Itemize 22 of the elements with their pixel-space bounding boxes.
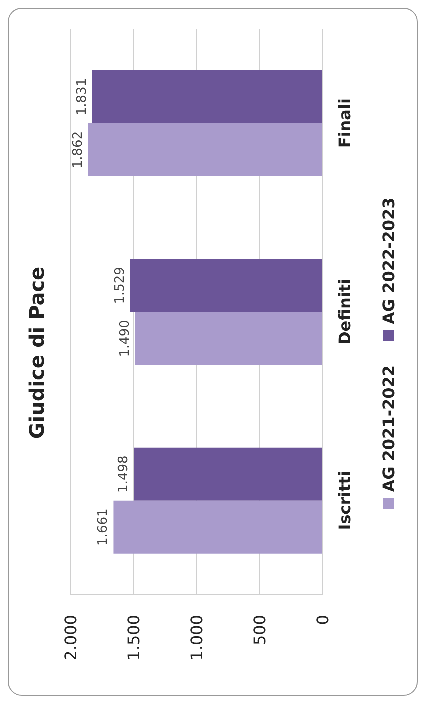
bar <box>134 448 323 501</box>
x-tick-label: 1.500 <box>124 615 144 661</box>
data-label: 1.831 <box>74 78 90 116</box>
data-label: 1.529 <box>112 267 128 304</box>
bar <box>92 70 323 124</box>
text: Giudice di Pace <box>25 266 49 440</box>
bar <box>130 259 323 312</box>
y-tick-label: Finali <box>336 98 354 148</box>
data-label: 1.490 <box>118 320 133 358</box>
text: AG 2021-2022 <box>380 365 398 492</box>
data-label: 1.498 <box>116 456 132 493</box>
bar <box>114 500 323 554</box>
x-tick-label: 0 <box>314 615 332 626</box>
data-label: 1.862 <box>70 131 86 169</box>
x-tick-label: 1.000 <box>188 615 206 661</box>
bar <box>88 124 323 177</box>
text: AG 2022-2023 <box>380 197 398 324</box>
y-tick-label: Iscritti <box>336 471 354 530</box>
y-tick-label: Definiti <box>336 279 354 345</box>
data-label: 1.661 <box>96 508 112 546</box>
bar <box>135 312 323 366</box>
x-tick-label: 500 <box>250 615 270 646</box>
